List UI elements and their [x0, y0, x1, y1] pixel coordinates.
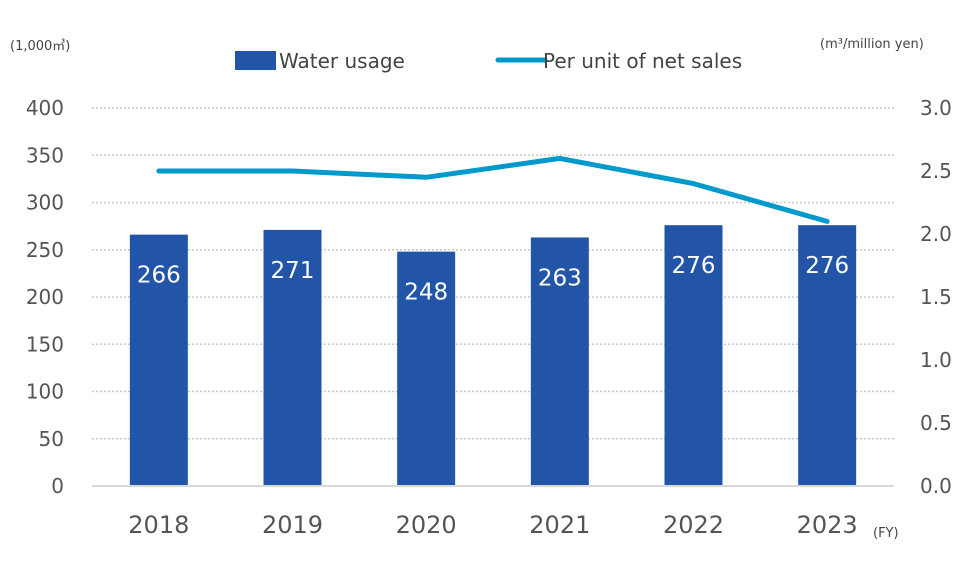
y-right-tick-label: 0.5 [920, 411, 952, 435]
bar-series-water-usage: 266 271 248 263 276 276 [129, 225, 857, 486]
bar [397, 251, 456, 486]
x-tick-label: 2022 [663, 511, 724, 539]
y-left-tick-label: 150 [26, 332, 64, 356]
y-left-tick-label: 200 [26, 285, 64, 309]
y-right-tick-label: 2.0 [920, 222, 952, 246]
y-left-tick-label: 400 [26, 96, 64, 120]
legend-label-water-usage: Water usage [279, 49, 405, 73]
line-series-per-unit [156, 155, 830, 224]
y-left-tick-label: 300 [26, 191, 64, 215]
bar-data-label: 263 [538, 265, 582, 291]
y-right-tick-label: 0.0 [920, 474, 952, 498]
y-left-tick-label: 250 [26, 238, 64, 262]
y-left-tick-label: 50 [39, 427, 64, 451]
y-right-tick-label: 1.5 [920, 285, 952, 309]
y-right-tick-label: 3.0 [920, 96, 952, 120]
bar-data-label: 266 [137, 263, 181, 289]
y-left-tick-label: 350 [26, 143, 64, 167]
bar [664, 225, 723, 486]
bar-data-label: 271 [271, 258, 315, 284]
legend-label-per-unit: Per unit of net sales [543, 49, 742, 73]
line-path [156, 155, 830, 224]
y-left-unit-label: (1,000㎥) [10, 39, 70, 54]
bar [263, 229, 322, 486]
bar-data-label: 248 [404, 280, 448, 306]
x-tick-label: 2021 [529, 511, 590, 539]
gridlines [92, 107, 894, 440]
bar [530, 237, 589, 486]
x-tick-label: 2020 [396, 511, 457, 539]
y-left-tick-label: 0 [51, 474, 64, 498]
bar [129, 234, 188, 486]
y-right-tick-label: 1.0 [920, 348, 952, 372]
x-tick-label: 2018 [128, 511, 189, 539]
legend: Water usage Per unit of net sales [235, 49, 742, 73]
y-left-tick-label: 100 [26, 380, 64, 404]
x-tick-label: 2023 [797, 511, 858, 539]
y-axis-left: 0 50 100 150 200 250 300 350 400 [26, 96, 64, 498]
bar-data-label: 276 [672, 253, 716, 279]
y-axis-right: 0.0 0.5 1.0 1.5 2.0 2.5 3.0 [920, 96, 952, 498]
x-tick-label: 2019 [262, 511, 323, 539]
legend-swatch-water-usage [235, 51, 276, 70]
bar-data-label: 276 [805, 253, 849, 279]
y-right-unit-label: (m³/million yen) [820, 37, 924, 52]
x-axis: 2018 2019 2020 2021 2022 2023 [128, 511, 857, 539]
bar [798, 225, 857, 486]
x-axis-unit-label: (FY) [873, 526, 899, 541]
y-right-tick-label: 2.5 [920, 159, 952, 183]
